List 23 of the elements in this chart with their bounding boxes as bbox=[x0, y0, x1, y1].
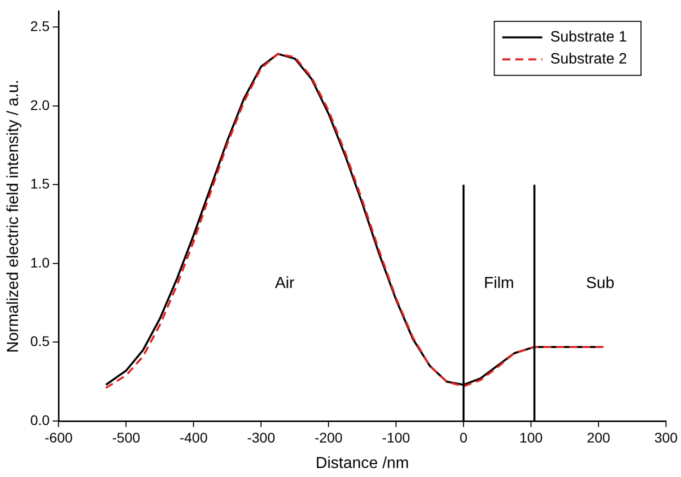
y-tick-label: 1.0 bbox=[30, 254, 50, 270]
y-tick-label: 0.5 bbox=[30, 333, 50, 350]
y-tick-label: 1.5 bbox=[30, 176, 50, 192]
x-tick-label: -200 bbox=[314, 429, 343, 446]
legend-label: Substrate 2 bbox=[550, 50, 628, 68]
x-tick-label: 0 bbox=[460, 429, 468, 446]
x-tick-label: -500 bbox=[112, 429, 140, 446]
y-axis-title: Normalized electric field intensity / a.u. bbox=[5, 80, 22, 353]
x-tick-label: -400 bbox=[180, 429, 208, 446]
x-axis-title: Distance /nm bbox=[316, 454, 410, 472]
x-tick-label: 200 bbox=[586, 429, 610, 446]
y-tick-label: 2.5 bbox=[30, 18, 50, 34]
annotation: Air bbox=[274, 275, 296, 292]
annotation: Sub bbox=[586, 275, 615, 292]
x-tick-label: -100 bbox=[382, 429, 410, 446]
x-tick-label: -300 bbox=[247, 429, 276, 446]
x-tick-label: -600 bbox=[44, 429, 73, 446]
x-tick-label: 100 bbox=[519, 429, 543, 446]
legend-label: Substrate 1 bbox=[550, 28, 628, 46]
x-tick-label: 300 bbox=[654, 429, 678, 446]
y-tick-label: 0.0 bbox=[30, 412, 50, 428]
y-tick-label: 2.0 bbox=[30, 96, 50, 113]
annotation: Film bbox=[484, 275, 514, 292]
